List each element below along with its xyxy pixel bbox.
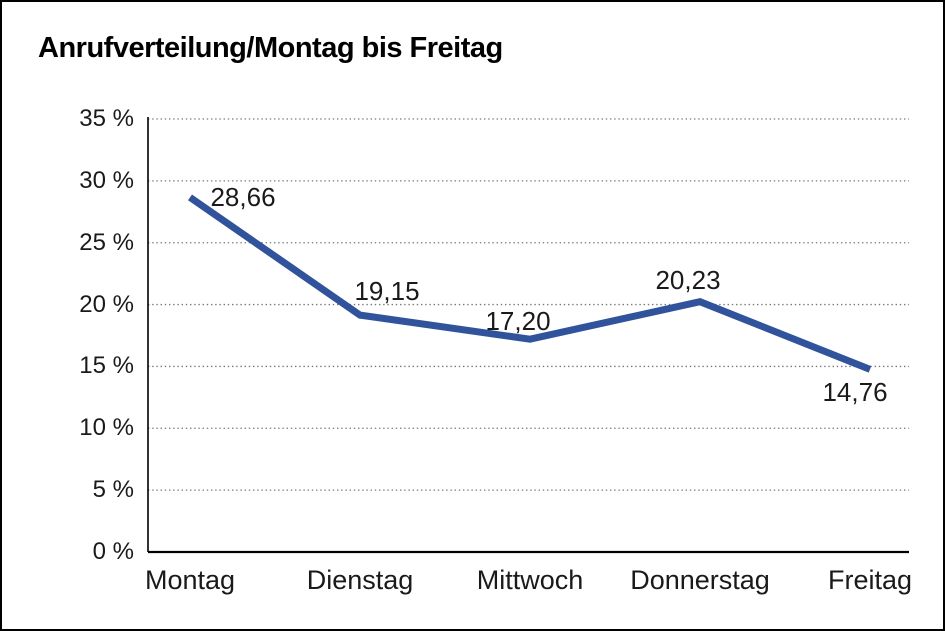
data-point-label: 19,15 xyxy=(354,276,420,307)
x-tick-label: Mittwoch xyxy=(476,565,584,595)
x-tick-label: Montag xyxy=(144,565,236,595)
y-tick-label: 0 % xyxy=(92,538,134,565)
data-point-label: 14,76 xyxy=(822,377,888,408)
y-tick-label: 25 % xyxy=(79,228,134,256)
data-line xyxy=(188,194,872,373)
y-tick-label: 20 % xyxy=(79,290,134,318)
data-point-label: 17,20 xyxy=(485,306,551,337)
y-tick-label: 35 % xyxy=(79,105,134,132)
y-tick-label: 5 % xyxy=(92,476,134,504)
y-tick-label: 30 % xyxy=(79,166,134,194)
x-tick-label: Dienstag xyxy=(306,565,414,595)
x-tick-label: Freitag xyxy=(827,565,913,595)
data-point-label: 20,23 xyxy=(655,264,721,295)
y-tick-label: 15 % xyxy=(79,352,134,380)
x-tick-label: Donnerstag xyxy=(630,565,770,595)
chart-title: Anrufverteilung/Montag bis Freitag xyxy=(38,32,503,64)
y-tick-label: 10 % xyxy=(79,414,134,442)
data-point-label: 28,66 xyxy=(210,182,276,213)
